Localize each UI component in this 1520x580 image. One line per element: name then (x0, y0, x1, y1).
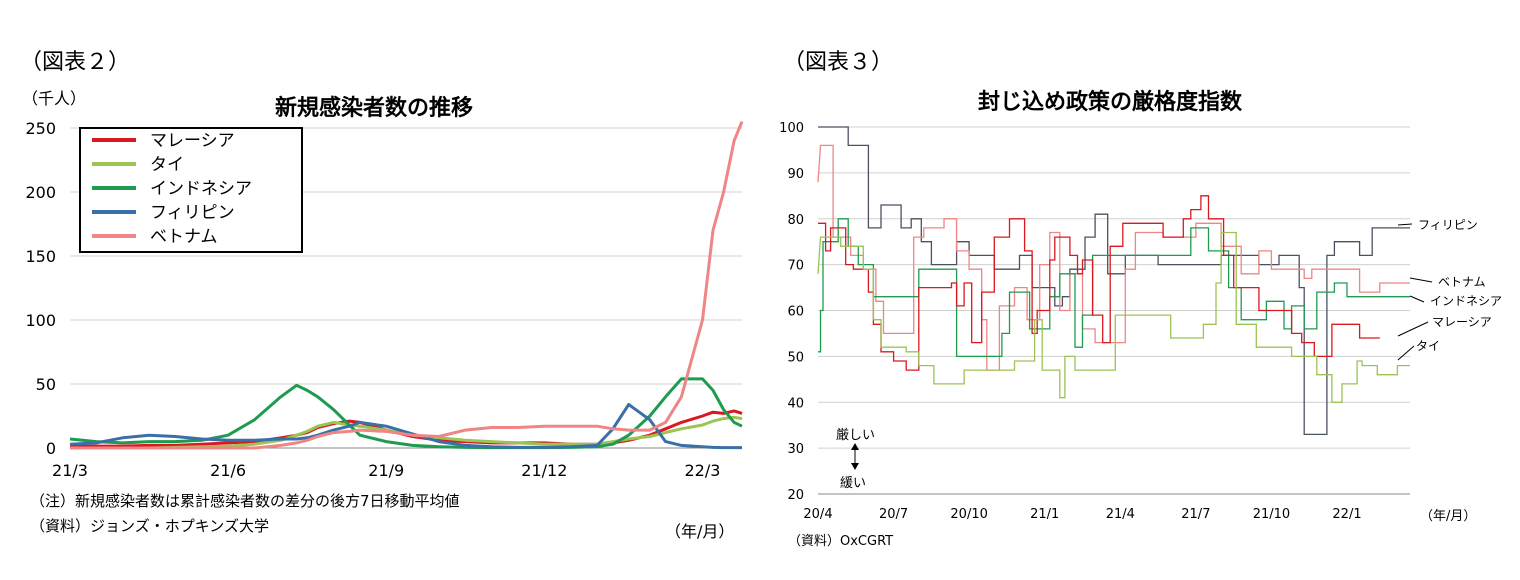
right-y-tick-label: 100 (779, 121, 804, 136)
right-series-leader-line (1397, 223, 1413, 226)
left-note: （注）新規感染者数は累計感染者数の差分の後方7日移動平均値 (30, 492, 460, 510)
right-figure-label: （図表３） (783, 50, 894, 75)
right-x-tick-label: 21/7 (1181, 507, 1210, 522)
right-y-tick-label: 70 (787, 259, 804, 274)
left-series-line (69, 403, 742, 450)
left-x-unit: （年/月） (665, 522, 735, 541)
annot-loose: 緩い (840, 476, 867, 491)
left-y-tick-label: 0 (46, 439, 56, 458)
annot-strict: 厳しい (836, 428, 876, 443)
right-y-tick-label: 40 (787, 396, 804, 411)
right-y-tick-label: 80 (787, 213, 804, 228)
left-y-tick-label: 100 (25, 311, 56, 330)
left-x-tick-label: 21/3 (52, 461, 88, 480)
right-chart-title: 封じ込め政策の厳格度指数 (978, 90, 1243, 115)
left-figure-label: （図表２） (20, 50, 131, 75)
right-series-line (818, 195, 1380, 371)
left-legend-label: インドネシア (150, 179, 252, 199)
right-series-line (818, 218, 1410, 358)
left-x-tick-label: 21/12 (521, 461, 567, 480)
right-y-tick-label: 30 (787, 442, 804, 457)
right-series-line (817, 231, 1410, 403)
right-series-label: フィリピン (1418, 218, 1478, 232)
strictness-arrow-down-head (851, 463, 859, 470)
right-source: （資料）OxCGRT (788, 534, 894, 549)
left-chart-title: 新規感染者数の推移 (275, 96, 474, 121)
right-x-tick-label: 21/4 (1106, 507, 1135, 522)
right-x-tick-label: 20/7 (879, 507, 908, 522)
left-legend-label: ベトナム (150, 227, 218, 247)
left-y-tick-label: 250 (25, 119, 56, 138)
right-series-line (817, 144, 1410, 371)
right-series-leader-line (1409, 295, 1425, 303)
left-legend-label: タイ (150, 155, 184, 175)
left-series-line (70, 121, 744, 450)
right-x-tick-label: 20/10 (950, 507, 987, 522)
right-series-leader-line (1397, 321, 1429, 337)
left-unit-label: （千人） (22, 89, 87, 108)
right-series-label: ベトナム (1438, 275, 1486, 289)
left-y-tick-label: 150 (25, 247, 56, 266)
right-series-label: マレーシア (1432, 315, 1492, 329)
right-x-tick-label: 20/4 (803, 507, 832, 522)
right-y-tick-label: 20 (787, 488, 804, 503)
left-series-line (69, 377, 743, 450)
left-legend-label: フィリピン (150, 203, 235, 223)
left-source: （資料）ジョンズ・ホプキンズ大学 (30, 517, 269, 535)
left-legend-label: マレーシア (150, 131, 235, 151)
right-series-leader-line (1397, 345, 1415, 361)
right-x-tick-label: 21/10 (1253, 507, 1290, 522)
right-series-leader-line (1409, 277, 1433, 283)
strictness-arrow-up-head (851, 443, 859, 450)
right-y-tick-label: 90 (787, 167, 804, 182)
left-x-tick-label: 21/9 (368, 461, 404, 480)
right-x-tick-label: 21/1 (1030, 507, 1059, 522)
right-x-unit: （年/月） (1420, 509, 1477, 524)
left-x-tick-label: 21/6 (210, 461, 246, 480)
right-y-tick-label: 60 (787, 305, 804, 320)
right-series-label: インドネシア (1430, 294, 1502, 308)
right-series-label: タイ (1416, 339, 1440, 353)
left-x-tick-label: 22/3 (685, 461, 721, 480)
left-y-tick-label: 50 (36, 375, 56, 394)
left-y-tick-label: 200 (25, 183, 56, 202)
right-x-tick-label: 22/1 (1332, 507, 1361, 522)
right-y-tick-label: 50 (787, 350, 804, 365)
